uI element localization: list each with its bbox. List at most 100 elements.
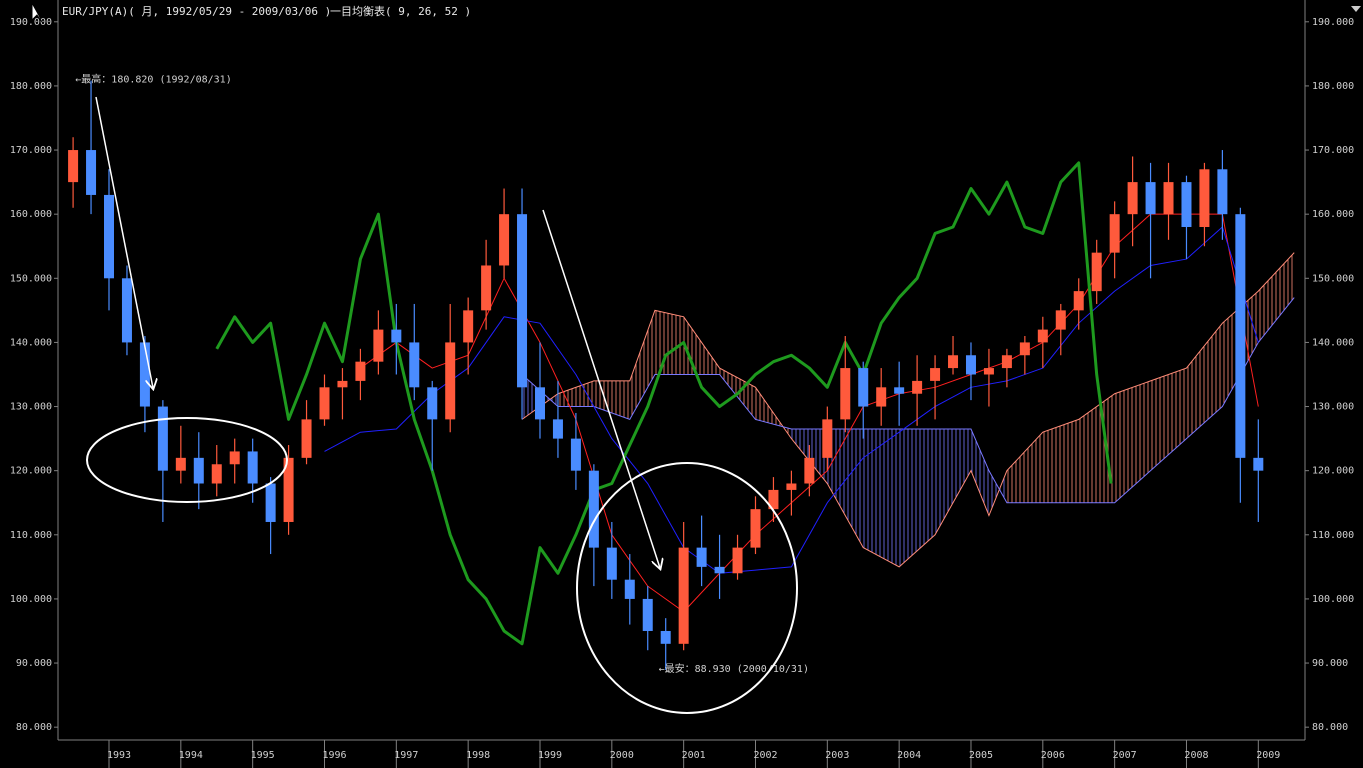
- candle-body: [211, 464, 222, 484]
- y-tick-label: 130.000: [1312, 402, 1354, 413]
- candle-body: [517, 214, 528, 388]
- candle-body: [588, 470, 599, 548]
- indicator-line: [215, 161, 1113, 646]
- x-tick-label: 1994: [179, 750, 203, 761]
- candle-body: [552, 419, 563, 439]
- candle-body: [68, 150, 79, 183]
- candle-body: [714, 566, 725, 574]
- candle-body: [822, 419, 833, 458]
- candle-body: [499, 214, 510, 266]
- candle-body: [912, 380, 923, 394]
- y-tick-label: 110.000: [1312, 530, 1354, 541]
- y-tick-label: 130.000: [10, 402, 52, 413]
- candle-body: [283, 457, 294, 522]
- y-tick-label: 100.000: [1312, 594, 1354, 605]
- y-tick-label: 150.000: [10, 273, 52, 284]
- y-tick-label: 160.000: [10, 209, 52, 220]
- candle-body: [1199, 169, 1210, 228]
- candle-body: [86, 150, 97, 195]
- x-tick-label: 2007: [1113, 750, 1137, 761]
- candle-body: [1109, 214, 1120, 253]
- x-tick-label: 1995: [251, 750, 275, 761]
- candle-body: [121, 278, 132, 343]
- candle-body: [930, 368, 941, 381]
- candle-layer: [68, 80, 1264, 670]
- candle-body: [1217, 169, 1228, 215]
- candle-body: [750, 509, 761, 548]
- x-tick-label: 1998: [466, 750, 490, 761]
- candle-body: [606, 547, 617, 580]
- menu-button[interactable]: [1351, 6, 1361, 12]
- candle-body: [696, 547, 707, 567]
- candle-body: [139, 342, 150, 407]
- candle-body: [463, 310, 474, 343]
- candle-body: [247, 451, 258, 484]
- y-tick-label: 170.000: [1312, 145, 1354, 156]
- x-tick-label: 2008: [1184, 750, 1208, 761]
- candle-body: [355, 361, 366, 381]
- cloud-span: [521, 297, 1295, 504]
- x-tick-label: 2001: [682, 750, 706, 761]
- price-annotation: ←最高：180.820 (1992/08/31): [75, 73, 231, 86]
- indicator-line: [324, 226, 1259, 574]
- candle-body: [1145, 182, 1156, 215]
- candle-body: [732, 547, 743, 574]
- candle-body: [804, 457, 815, 484]
- candle-body: [1163, 182, 1174, 215]
- highlight-ellipse: [86, 417, 288, 503]
- candle-body: [983, 368, 994, 375]
- candle-body: [337, 380, 348, 388]
- highlight-circle: [576, 462, 798, 714]
- candle-body: [1253, 457, 1264, 471]
- y-tick-label: 90.000: [1312, 658, 1348, 669]
- candle-body: [1127, 182, 1138, 215]
- y-tick-label: 160.000: [1312, 209, 1354, 220]
- candle-body: [570, 438, 581, 471]
- y-tick-label: 140.000: [10, 337, 52, 348]
- y-tick-label: 170.000: [10, 145, 52, 156]
- x-tick-label: 2002: [753, 750, 777, 761]
- cloud-layer: [521, 252, 1295, 568]
- candle-body: [948, 355, 959, 369]
- candle-body: [1055, 310, 1066, 330]
- price-annotation: ←最安：88.930 (2000/10/31): [659, 662, 809, 675]
- candle-body: [104, 194, 115, 279]
- candle-body: [1181, 182, 1192, 228]
- candle-body: [229, 451, 240, 465]
- y-tick-label: 100.000: [10, 594, 52, 605]
- y-tick-label: 190.000: [10, 17, 52, 28]
- candle-body: [534, 387, 545, 420]
- y-tick-label: 80.000: [16, 722, 52, 733]
- y-tick-label: 110.000: [10, 530, 52, 541]
- y-tick-label: 120.000: [1312, 466, 1354, 477]
- x-tick-label: 1997: [394, 750, 418, 761]
- x-tick-label: 2005: [969, 750, 993, 761]
- candle-body: [1091, 252, 1102, 292]
- y-tick-label: 140.000: [1312, 337, 1354, 348]
- candle-body: [319, 387, 330, 420]
- cloud-span: [521, 252, 1295, 568]
- candle-body: [660, 630, 671, 644]
- y-tick-label: 90.000: [16, 658, 52, 669]
- y-tick-label: 150.000: [1312, 273, 1354, 284]
- candle-body: [1019, 342, 1030, 356]
- x-tick-label: 2004: [897, 750, 921, 761]
- x-tick-label: 2009: [1256, 750, 1280, 761]
- candle-body: [481, 265, 492, 311]
- candle-body: [1235, 214, 1246, 458]
- candle-body: [157, 406, 168, 471]
- candle-body: [1037, 329, 1048, 343]
- candle-body: [624, 579, 635, 599]
- cursor: [31, 4, 43, 23]
- x-tick-label: 1996: [322, 750, 346, 761]
- candle-body: [840, 368, 851, 420]
- candle-body: [373, 329, 384, 362]
- candle-body: [265, 483, 276, 522]
- y-tick-label: 180.000: [1312, 81, 1354, 92]
- candle-body: [858, 368, 869, 407]
- candle-body: [894, 387, 905, 394]
- candle-body: [175, 457, 186, 471]
- axis-layer: 80.000 80.000 90.000 90.000 100.000 100.000 11…: [10, 17, 1354, 768]
